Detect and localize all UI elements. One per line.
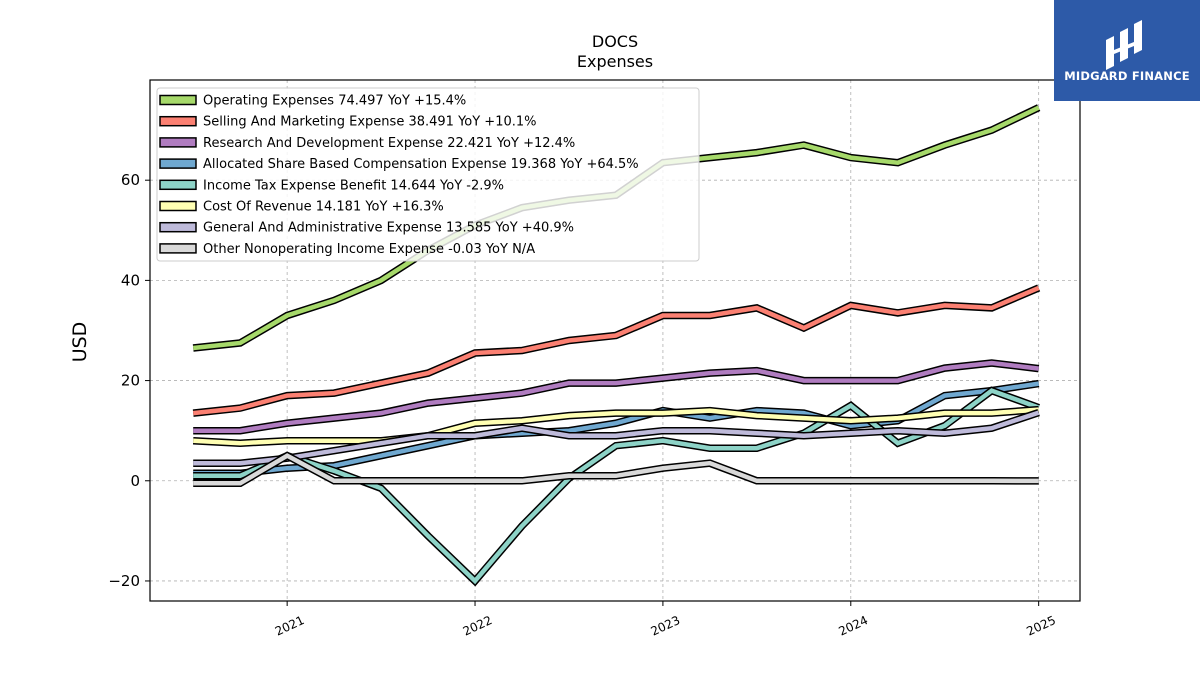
legend-label: General And Administrative Expense 13.58… [203, 221, 574, 236]
x-tick-label: 2021 [273, 613, 307, 639]
legend-label: Operating Expenses 74.497 YoY +15.4% [203, 94, 466, 109]
legend-label: Income Tax Expense Benefit 14.644 YoY -2… [203, 178, 504, 193]
series-cost-of-revenue [193, 405, 1039, 447]
legend-swatch [159, 94, 197, 106]
x-tick-label: 2024 [836, 613, 870, 639]
series-lines [192, 104, 1041, 587]
y-tick-label: 60 [121, 171, 140, 189]
series-line [193, 388, 1040, 585]
y-tick-label: 20 [121, 372, 140, 390]
legend-label: Selling And Marketing Expense 38.491 YoY… [203, 115, 537, 130]
legend-label: Research And Development Expense 22.421 … [203, 136, 575, 151]
series-line [193, 453, 1039, 486]
legend-item: Other Nonoperating Income Expense -0.03 … [159, 242, 535, 257]
series-line [193, 360, 1039, 433]
chart-subtitle: Expenses [577, 52, 653, 71]
series-selling-and-marketing-expense [192, 284, 1041, 417]
legend-item: Income Tax Expense Benefit 14.644 YoY -2… [159, 178, 504, 193]
brand-name: MIDGARD FINANCE [1064, 69, 1190, 83]
legend-swatch [159, 200, 197, 212]
chart-title: DOCS [592, 32, 638, 51]
legend-item: Cost Of Revenue 14.181 YoY +16.3% [159, 200, 444, 215]
plot-frame [149, 79, 1081, 602]
legend-box [156, 87, 700, 262]
y-tick-label: 0 [130, 472, 140, 490]
y-tick-label: −20 [108, 572, 140, 590]
legend-item: General And Administrative Expense 13.58… [159, 221, 574, 236]
series-income-tax-expense-benefit [193, 386, 1040, 587]
series-line [193, 410, 1040, 466]
legend: Operating Expenses 74.497 YoY +15.4% Sell… [156, 87, 700, 262]
legend-item: Allocated Share Based Compensation Expen… [159, 157, 639, 172]
legend-item: Research And Development Expense 22.421 … [159, 136, 575, 151]
y-tick-label: 40 [121, 271, 140, 289]
x-tick-label: 2023 [649, 613, 683, 639]
series-line [193, 407, 1039, 446]
legend-swatch [159, 221, 197, 233]
legend-swatch [159, 115, 197, 127]
series-general-and-administrative-expense [193, 409, 1040, 467]
x-tick-label: 2025 [1024, 613, 1058, 639]
series-line [192, 285, 1040, 416]
series-research-and-development-expense [193, 359, 1040, 435]
y-axis-label: USD [69, 322, 91, 363]
legend-item: Operating Expenses 74.497 YoY +15.4% [159, 94, 466, 109]
legend-swatch [159, 243, 197, 254]
series-other-nonoperating-income-expense [193, 451, 1039, 488]
x-tick-label: 2022 [461, 613, 495, 639]
legend-item: Selling And Marketing Expense 38.491 YoY… [159, 115, 537, 130]
legend-swatch [159, 158, 197, 169]
legend-label: Cost Of Revenue 14.181 YoY +16.3% [203, 200, 444, 215]
legend-swatch [159, 137, 197, 148]
brand-logo: MIDGARD FINANCE [1054, 0, 1200, 101]
legend-label: Allocated Share Based Compensation Expen… [203, 157, 639, 172]
legend-label: Other Nonoperating Income Expense -0.03 … [203, 242, 535, 257]
brand-logo-icon [1106, 20, 1142, 70]
legend-swatch [159, 179, 197, 191]
